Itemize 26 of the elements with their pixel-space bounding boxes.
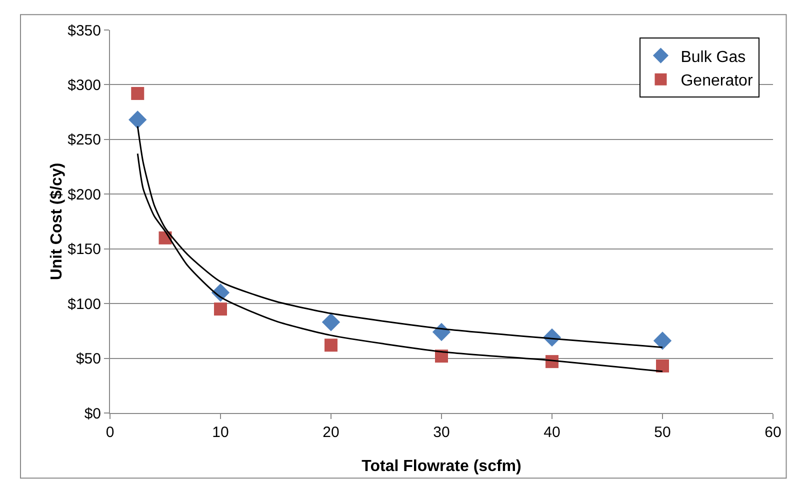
legend-label: Bulk Gas	[680, 48, 746, 66]
y-tick-label: $350	[68, 22, 101, 40]
x-tick-label: 50	[654, 424, 671, 441]
point	[128, 110, 147, 129]
y-tick-label: $100	[68, 296, 101, 313]
x-tick-label: 0	[106, 424, 114, 441]
x-tick-label: 10	[212, 424, 229, 441]
y-tick-label: $50	[76, 350, 101, 368]
x-tick-label: 40	[544, 424, 560, 441]
y-axis-title: Unit Cost ($/cy)	[48, 162, 66, 280]
point	[214, 302, 227, 316]
legend-label: Generator	[680, 72, 754, 90]
point	[322, 313, 340, 332]
y-tick-label: $250	[68, 132, 101, 149]
x-tick-label: 20	[322, 424, 340, 441]
y-tick-label: $200	[68, 186, 101, 204]
point	[131, 86, 144, 100]
point	[653, 332, 672, 350]
point	[656, 359, 669, 372]
point	[324, 338, 338, 352]
y-tick-label: $300	[68, 76, 101, 94]
x-tick-label: 30	[433, 424, 450, 441]
x-axis-title: Total Flowrate (scfm)	[362, 458, 522, 475]
x-tick-label: 60	[764, 424, 782, 441]
y-tick-label: $0	[84, 405, 101, 422]
y-tick-label: $150	[68, 241, 101, 258]
